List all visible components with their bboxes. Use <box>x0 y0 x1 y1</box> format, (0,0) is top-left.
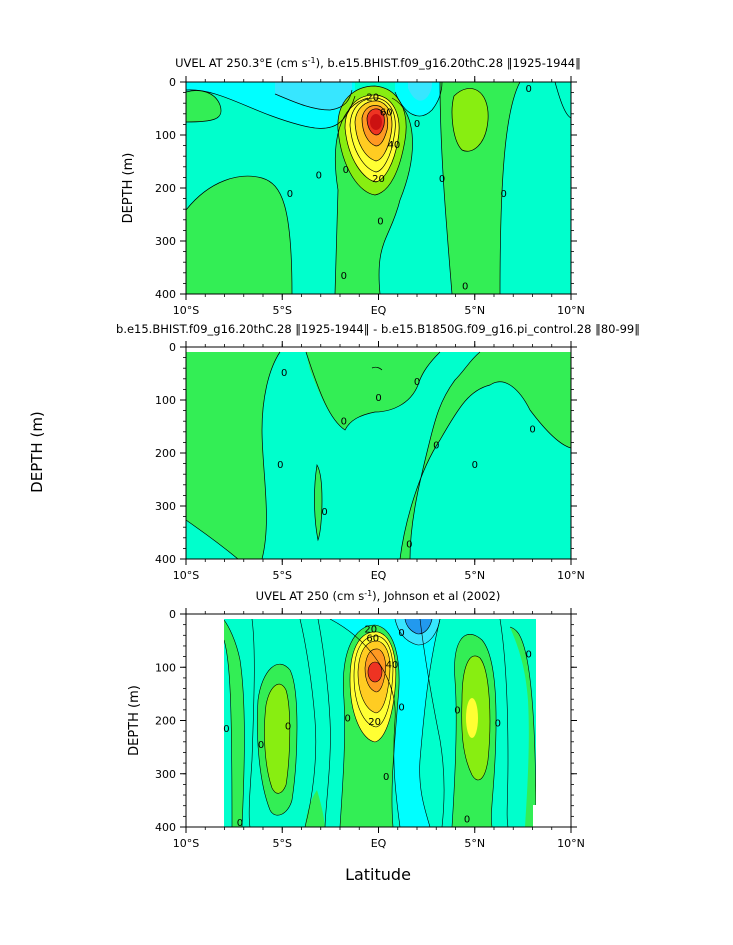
contour-label: 0 <box>414 377 420 388</box>
contour-label: 0 <box>287 189 293 200</box>
x-tick-label: 10°N <box>557 304 585 317</box>
contour-label: 0 <box>281 368 287 379</box>
contour-label: 0 <box>398 703 404 714</box>
y-tick-label: 100 <box>155 129 176 142</box>
panel-1-field <box>186 82 571 294</box>
y-axis-label: DEPTH (m) <box>121 153 136 224</box>
contour-label: 0 <box>345 713 351 724</box>
contour-label: 0 <box>495 719 501 730</box>
panel-3-field <box>224 619 536 827</box>
x-tick-label: 5°S <box>273 304 292 317</box>
contour-label: 0 <box>472 460 478 471</box>
contour-label: 0 <box>285 721 291 732</box>
panel-2: b.e15.BHIST.f09_g16.20thC.28 ‖1925-1944‖… <box>116 322 640 582</box>
panel-3-title: UVEL AT 250 (cm s-1), Johnson et al (200… <box>256 589 501 603</box>
x-tick-label: 5°N <box>464 837 485 850</box>
y-tick-label: 100 <box>155 394 176 407</box>
contour-label: 40 <box>386 660 399 671</box>
contour-label: 40 <box>388 140 401 151</box>
contour-label: 0 <box>341 271 347 282</box>
y-tick-label: 0 <box>169 76 176 89</box>
x-tick-label: 5°N <box>464 304 485 317</box>
y-tick-label: 300 <box>155 768 176 781</box>
y-tick-label: 400 <box>155 288 176 301</box>
contour-label: 0 <box>223 724 229 735</box>
contour-label: 0 <box>439 174 445 185</box>
x-tick-label: EQ <box>371 837 387 850</box>
contour-label: 60 <box>366 633 379 644</box>
panel-2-field <box>186 347 571 559</box>
x-axis-label: Latitude <box>345 865 411 884</box>
contour-label: 0 <box>529 425 535 436</box>
contour-label: 0 <box>525 84 531 95</box>
contour-label: 0 <box>433 441 439 452</box>
panel-1: UVEL AT 250.3°E (cm s-1), b.e15.BHIST.f0… <box>121 56 585 317</box>
x-tick-label: 5°N <box>464 569 485 582</box>
contour-label: 0 <box>237 818 243 829</box>
y-tick-label: 400 <box>155 553 176 566</box>
y-tick-label: 200 <box>155 182 176 195</box>
contour-label: 20 <box>368 717 381 728</box>
contour-label: 0 <box>383 772 389 783</box>
y-tick-label: 200 <box>155 447 176 460</box>
x-tick-label: 10°S <box>173 837 199 850</box>
contour-label: 0 <box>343 165 349 176</box>
contour-label: 0 <box>321 507 327 518</box>
y-tick-label: 100 <box>155 661 176 674</box>
contour-label: 0 <box>414 119 420 130</box>
x-tick-label: 10°S <box>173 304 199 317</box>
contour-label: 0 <box>377 216 383 227</box>
contour-label: 0 <box>277 460 283 471</box>
y-tick-label: 300 <box>155 500 176 513</box>
panel-1-title: UVEL AT 250.3°E (cm s-1), b.e15.BHIST.f0… <box>175 56 581 70</box>
contour-label: 0 <box>462 282 468 293</box>
contour-label: 0 <box>375 393 381 404</box>
x-tick-label: 5°S <box>273 569 292 582</box>
contour-label: 0 <box>406 540 412 551</box>
y-tick-label: 400 <box>155 821 176 834</box>
y-tick-label: 0 <box>169 608 176 621</box>
y-tick-label: 300 <box>155 235 176 248</box>
y-tick-label: 0 <box>169 341 176 354</box>
contour-label: 0 <box>316 170 322 181</box>
contour-label: 0 <box>398 628 404 639</box>
x-tick-label: EQ <box>371 569 387 582</box>
x-tick-label: 10°N <box>557 837 585 850</box>
contour-label: 0 <box>341 417 347 428</box>
x-tick-label: EQ <box>371 304 387 317</box>
panel-2-title: b.e15.BHIST.f09_g16.20thC.28 ‖1925-1944‖… <box>116 322 640 336</box>
contour-label: 0 <box>454 705 460 716</box>
contour-label: 20 <box>364 624 377 635</box>
global-y-axis-label: DEPTH (m) <box>28 411 46 493</box>
y-tick-label: 200 <box>155 715 176 728</box>
contour-label: 20 <box>366 92 379 103</box>
contour-label: 60 <box>380 108 393 119</box>
panel-2-contour-labels: 0 0 0 0 0 0 0 0 0 0 <box>277 368 536 551</box>
contour-label: 20 <box>372 174 385 185</box>
y-axis-label: DEPTH (m) <box>127 685 142 756</box>
contour-label: 0 <box>525 649 531 660</box>
contour-label: 0 <box>464 815 470 826</box>
panel-2-axes: 10°S 5°S EQ 5°N 10°N 0 100 200 300 400 <box>155 341 585 582</box>
x-tick-label: 5°S <box>273 837 292 850</box>
x-tick-label: 10°N <box>557 569 585 582</box>
x-tick-label: 10°S <box>173 569 199 582</box>
panel-3: UVEL AT 250 (cm s-1), Johnson et al (200… <box>127 589 585 850</box>
contour-label: 0 <box>500 189 506 200</box>
contour-label: 0 <box>258 740 264 751</box>
